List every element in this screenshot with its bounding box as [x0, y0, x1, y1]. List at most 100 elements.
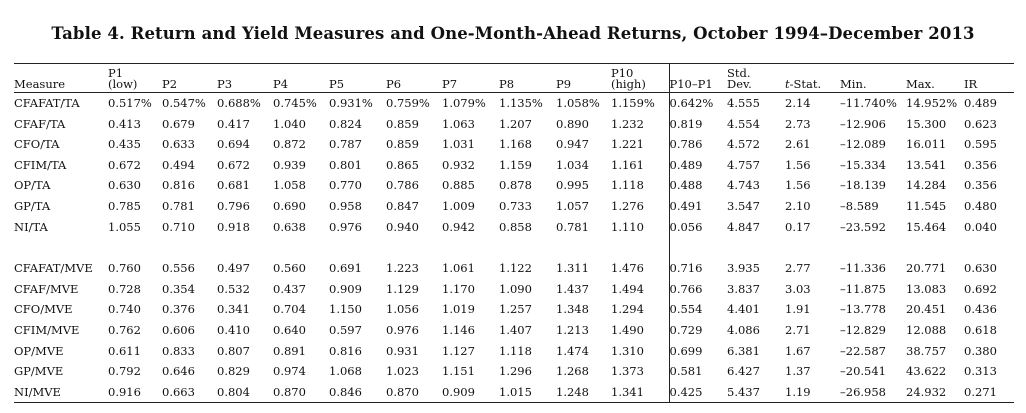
- table-cell: 1.127: [442, 343, 475, 358]
- column-header: P6: [386, 63, 442, 93]
- table-cell: 4.757: [727, 157, 760, 172]
- table-title: Table 4. Return and Yield Measures and O…: [51, 24, 975, 43]
- table-cell: 0.940: [386, 219, 419, 234]
- table-body: CFAFAT/TA 0.517% 0.547% 0.688% 0.745% 0.931% 0…: [14, 92, 1014, 404]
- table-cell: 1.040: [273, 116, 306, 131]
- table-cell: 4.086: [727, 322, 760, 337]
- table-cell: 1.56: [785, 157, 811, 172]
- table-cell: 0.859: [386, 116, 419, 131]
- table-cell: 6.381: [727, 343, 760, 358]
- column-header-line2: P10–P1: [669, 77, 713, 91]
- table-cell: 1.294: [611, 302, 644, 317]
- table-row: CFAF/TA 0.413 0.679 0.417 1.040 0.824 0.859 1.0…: [14, 113, 1014, 135]
- table-cell: 0.699: [668, 340, 727, 362]
- table-cell: 1.068: [329, 364, 362, 379]
- table-cell: 0.766: [668, 278, 727, 300]
- row-label: GP/TA: [14, 198, 51, 213]
- table-cell: 6.427: [727, 364, 760, 379]
- column-header: P4: [273, 63, 329, 93]
- table-cell: 0.801: [329, 157, 362, 172]
- table-cell: 0.497: [217, 261, 250, 276]
- table-cell: 1.170: [442, 281, 475, 296]
- table-cell: 0.858: [499, 219, 532, 234]
- table-cell: 0.688%: [217, 96, 261, 110]
- column-header: Std. Dev.: [727, 63, 785, 93]
- table-cell: 0.995: [556, 178, 589, 193]
- table-cell: 0.733: [499, 198, 532, 213]
- table-cell: 1.19: [785, 381, 840, 404]
- table-cell: 4.555: [727, 96, 760, 110]
- table-cell: 0.595: [964, 137, 997, 152]
- table-cell: 20.451: [906, 302, 947, 317]
- table-cell: 0.517%: [108, 96, 152, 110]
- table-cell: 1.476: [611, 261, 644, 276]
- table-cell: 0.976: [329, 219, 362, 234]
- table-cell: 1.015: [499, 381, 556, 404]
- table-cell: 0.729: [668, 319, 727, 341]
- table-cell: 0.939: [273, 157, 306, 172]
- table-cell: 4.401: [727, 302, 760, 317]
- column-header: P1 (low): [108, 63, 162, 93]
- table-cell: 0.554: [668, 299, 727, 320]
- table-cell: 0.885: [442, 178, 475, 193]
- table-cell: 0.759%: [386, 96, 430, 110]
- table-cell: 1.161: [611, 157, 644, 172]
- table-cell: 0.829: [217, 364, 250, 379]
- table-cell: 2.10: [785, 198, 811, 213]
- table-row: CFIM/MVE 0.762 0.606 0.410 0.640 0.597 0.976 1.…: [14, 319, 1014, 341]
- table-cell: 0.630: [108, 178, 141, 193]
- table-cell: 2.73: [785, 116, 811, 131]
- table-cell: 1.090: [499, 281, 532, 296]
- table-cell: 1.437: [556, 281, 589, 296]
- table-cell: 0.618: [964, 322, 997, 337]
- column-header-line2: P3: [217, 77, 233, 91]
- table-cell: 1.135%: [499, 96, 543, 110]
- table-cell: 4.847: [727, 219, 760, 234]
- table-cell: 1.341: [611, 381, 669, 404]
- table-cell: 2.14: [785, 96, 811, 110]
- table-row: NI/MVE 0.916 0.663 0.804 0.870 0.846 0.870 0.90…: [14, 381, 1014, 404]
- table-cell: –11.740%: [840, 96, 897, 110]
- table-cell: 1.129: [386, 281, 419, 296]
- table-cell: 1.110: [611, 219, 644, 234]
- table-cell: 1.159%: [611, 96, 655, 110]
- table-cell: 4.572: [727, 137, 760, 152]
- table-cell: 0.271: [964, 381, 1014, 404]
- table-cell: 14.952%: [906, 96, 958, 110]
- table-cell: 3.935: [727, 261, 760, 276]
- table-cell: 0.425: [668, 381, 727, 404]
- table-row: CFO/TA 0.435 0.633 0.694 0.872 0.787 0.859 1.03…: [14, 134, 1014, 155]
- table-cell: 0.488: [668, 175, 727, 196]
- column-header-line2: (high): [611, 77, 646, 91]
- table-cell: 11.545: [906, 198, 947, 213]
- row-label: CFO/MVE: [14, 302, 73, 317]
- table-cell: 0.824: [329, 116, 362, 131]
- table-cell: 0.640: [273, 322, 306, 337]
- table-cell: 1.151: [442, 364, 475, 379]
- column-header: P9: [556, 63, 611, 93]
- table-cell: 13.083: [906, 281, 947, 296]
- table-cell: 0.819: [668, 113, 727, 135]
- table-cell: 0.958: [329, 198, 362, 213]
- table-cell: 0.781: [556, 219, 589, 234]
- table-cell: 0.891: [273, 343, 306, 358]
- table-cell: 1.207: [499, 116, 532, 131]
- table-cell: 0.760: [108, 261, 141, 276]
- table-cell: 2.71: [785, 322, 811, 337]
- table-cell: 16.011: [906, 137, 947, 152]
- table-cell: 0.728: [108, 281, 141, 296]
- table-cell: 0.870: [273, 381, 329, 404]
- table-row: GP/MVE 0.792 0.646 0.829 0.974 1.068 1.023 1.15…: [14, 361, 1014, 382]
- table-cell: 0.786: [668, 134, 727, 155]
- returns-table: Measure P1 (low) P2 P3 P4 P5 P6 P7 P8 P9 P1…: [14, 63, 1014, 404]
- table-cell: 0.691: [329, 261, 362, 276]
- table-cell: 1.268: [556, 364, 589, 379]
- table-cell: 1.232: [611, 116, 644, 131]
- table-cell: –11.336: [840, 261, 886, 276]
- table-cell: 0.672: [217, 157, 250, 172]
- table-cell: 0.942: [442, 219, 475, 234]
- table-cell: 15.300: [906, 116, 947, 131]
- table-cell: –12.906: [840, 116, 886, 131]
- table-cell: 0.847: [386, 198, 419, 213]
- table-cell: 1.296: [499, 364, 532, 379]
